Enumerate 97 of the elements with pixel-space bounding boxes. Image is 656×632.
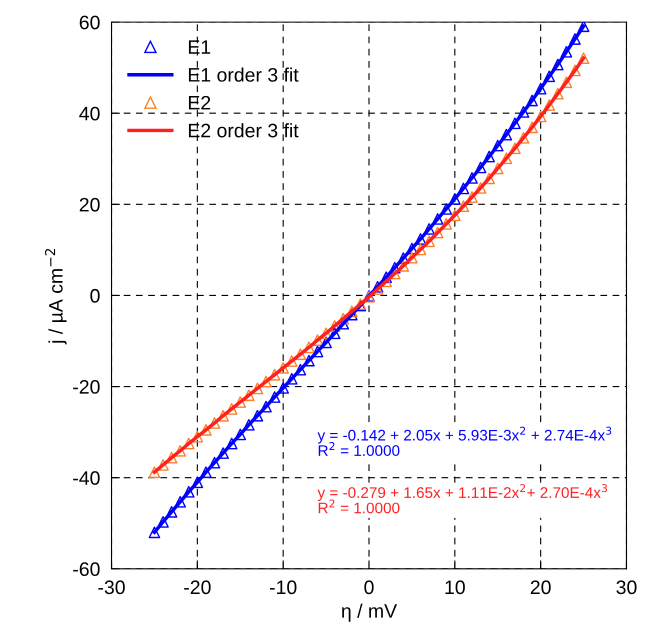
point: [578, 52, 590, 64]
x-tick-label: -10: [270, 580, 296, 594]
point: [148, 526, 160, 538]
point: [560, 46, 572, 58]
point: [432, 226, 444, 238]
legend-label: E1: [188, 40, 210, 54]
point: [166, 506, 178, 518]
point: [423, 235, 435, 248]
legend-label: E2 order 3 fit: [188, 123, 299, 138]
point: [157, 459, 169, 471]
x-tick-label: -30: [98, 580, 125, 594]
x-tick-label: 30: [616, 580, 637, 594]
y-tick-label: 60: [80, 16, 100, 30]
point: [448, 193, 461, 205]
point: [243, 418, 255, 431]
point: [243, 389, 255, 402]
point: [294, 364, 306, 376]
point: [543, 99, 556, 111]
point: [432, 213, 444, 225]
point: [552, 88, 564, 100]
point: [492, 162, 504, 174]
y-axis-title: j / µA cm$^{−2}$: [44, 248, 67, 344]
point: [234, 396, 246, 408]
point: [286, 372, 298, 385]
point: [217, 410, 229, 422]
point: [226, 403, 238, 415]
point: [526, 122, 538, 134]
point: [148, 466, 160, 478]
y-tick-label: -40: [73, 471, 100, 485]
y-tick-label: 20: [80, 198, 100, 212]
text: y = -0.142 + 2.05x + 5.93E-3x$^{2}$ + 2.74E-4x$^{3}$ R$^{2}$ = 1.0000: [318, 426, 612, 456]
point: [268, 391, 280, 403]
y-tick-label: 0: [90, 288, 100, 303]
x-tick-label: -20: [184, 580, 211, 594]
point: [466, 172, 478, 184]
point: [534, 82, 546, 94]
point: [166, 452, 178, 464]
point: [526, 94, 538, 106]
point: [560, 76, 572, 88]
point: [260, 376, 272, 388]
point: [260, 400, 272, 412]
point: [200, 466, 212, 478]
point: [192, 430, 204, 443]
point: [509, 142, 521, 154]
point: [569, 64, 581, 76]
point: [303, 354, 315, 366]
point: [268, 368, 280, 381]
point: [174, 496, 186, 508]
text: y = -0.279 + 1.65x + 1.11E-2x$^{2}$+ 2.70E-4x$^{3}$ R$^{2}$ = 1.0000: [318, 484, 607, 514]
point: [569, 33, 581, 45]
point: [208, 417, 220, 429]
point: [286, 355, 298, 367]
point: [174, 444, 186, 457]
point: [406, 252, 418, 264]
point: [252, 382, 264, 394]
point: [234, 428, 246, 440]
point: [312, 334, 324, 346]
y-tick-label: -60: [73, 562, 100, 576]
point: [157, 516, 169, 528]
point: [474, 162, 486, 174]
point: [182, 486, 195, 498]
y-tick-label: -20: [73, 380, 100, 394]
point: [518, 132, 530, 144]
point: [217, 447, 229, 459]
point: [458, 182, 470, 194]
point: [312, 346, 324, 358]
point: [192, 476, 204, 488]
point: [492, 140, 504, 152]
point: [578, 22, 590, 32]
point: [303, 342, 315, 354]
y-tick-label: 40: [79, 106, 100, 120]
point: [509, 117, 521, 130]
point: [534, 110, 546, 122]
point: [414, 233, 426, 245]
x-tick-label: 10: [445, 580, 465, 594]
point: [294, 348, 306, 360]
x-axis-title: η / mV: [342, 604, 398, 622]
point: [440, 218, 452, 230]
point: [200, 424, 212, 436]
point: [277, 382, 290, 394]
point: [328, 327, 341, 340]
point: [543, 70, 556, 82]
point: [226, 438, 238, 450]
point: [252, 410, 264, 422]
point: [448, 209, 461, 222]
point: [500, 128, 512, 140]
x-tick-label: 0: [364, 580, 374, 594]
point: [208, 456, 220, 468]
legend-label: E1 order 3 fit: [188, 67, 299, 82]
point: [277, 362, 290, 374]
legend-label: E2: [188, 96, 210, 110]
point: [552, 58, 564, 70]
point: [440, 203, 452, 215]
point: [423, 223, 435, 235]
x-tick-label: 20: [530, 580, 551, 594]
point: [483, 150, 495, 162]
point: [518, 106, 530, 118]
